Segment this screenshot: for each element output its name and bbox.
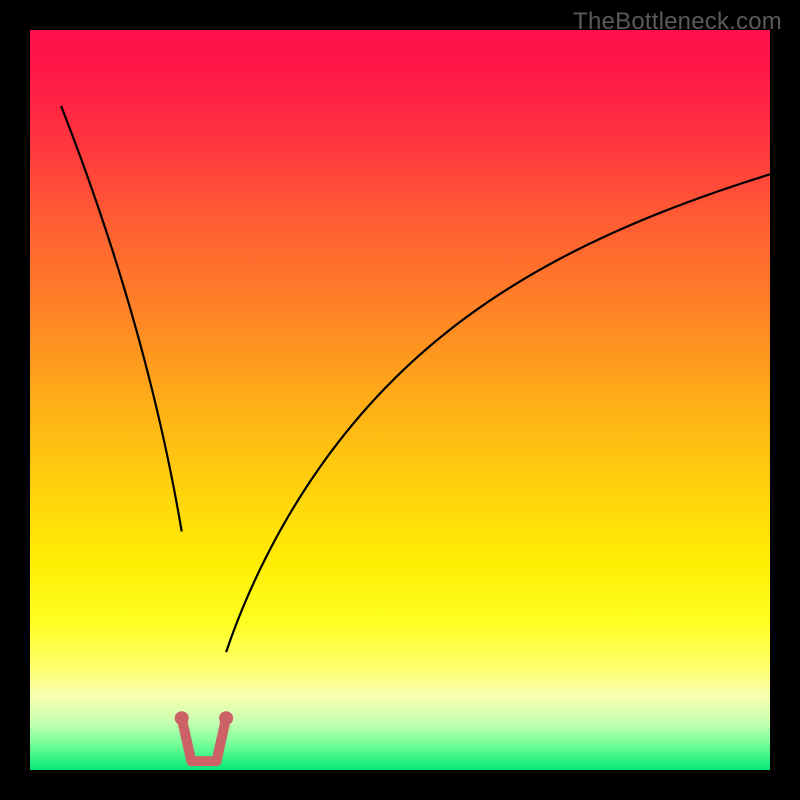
chart-container: TheBottleneck.com bbox=[0, 0, 800, 800]
curve-layer bbox=[0, 0, 800, 800]
watermark-text: TheBottleneck.com bbox=[573, 8, 782, 36]
marker-dot bbox=[175, 711, 189, 725]
curve-segment bbox=[226, 174, 770, 652]
notch-u bbox=[182, 718, 226, 761]
curve-segment bbox=[61, 106, 182, 532]
marker-dot bbox=[219, 711, 233, 725]
